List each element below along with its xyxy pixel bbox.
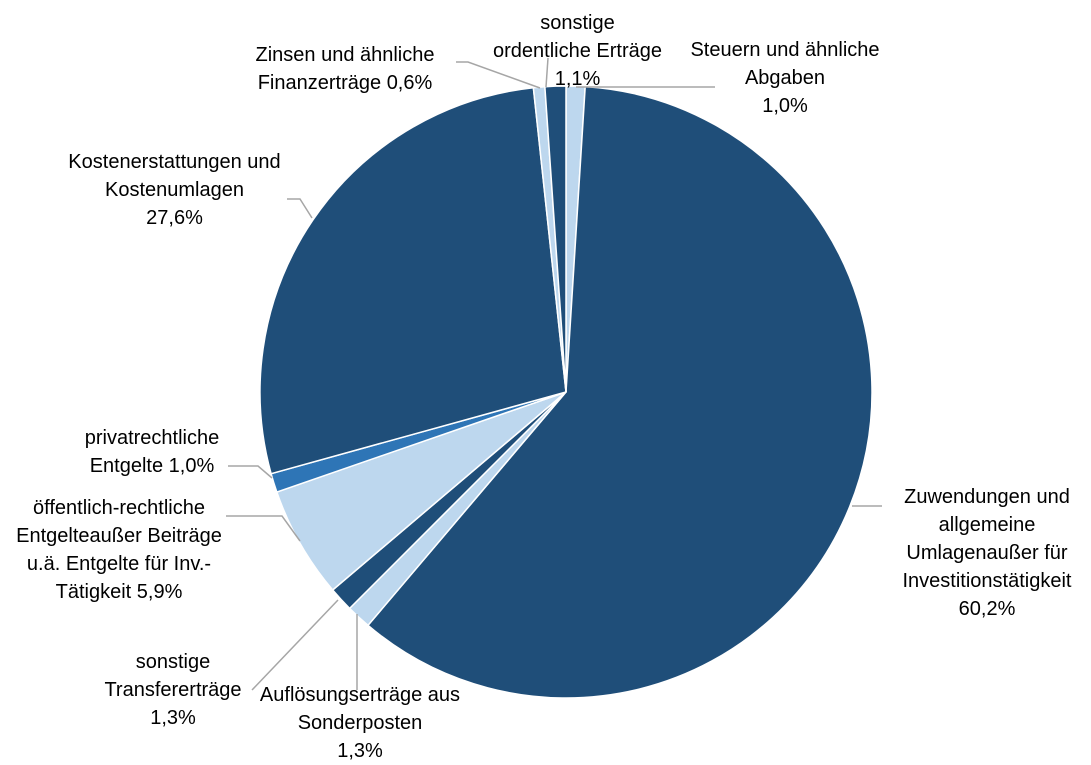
value-label: 1,3% xyxy=(337,740,383,762)
slice-label: sonstige ordentliche Erträge 1,1% xyxy=(490,9,665,93)
slice-label: Kostenerstattungen und Kostenumlagen 27,… xyxy=(62,148,287,232)
leader-line xyxy=(228,465,273,479)
value-label: 0,6% xyxy=(386,72,433,94)
leader-line xyxy=(226,515,301,542)
category-label: Kostenerstattungen und Kostenumlagen xyxy=(68,151,281,201)
leader-line xyxy=(287,198,313,219)
pie-slice xyxy=(259,86,567,475)
category-label: Steuern und ähnliche Abgaben xyxy=(690,39,880,89)
slice-label: Auflösungserträge aus Sonderposten 1,3% xyxy=(255,681,465,765)
value-label: 60,2% xyxy=(958,598,1016,620)
slice-label: Steuern und ähnliche Abgaben 1,0% xyxy=(690,36,880,120)
category-label: sonstige ordentliche Erträge xyxy=(493,12,662,62)
pie-slice xyxy=(366,85,873,699)
value-label: 5,9% xyxy=(136,581,183,603)
leader-line xyxy=(456,61,541,89)
category-label: Zuwendungen und allgemeine Umlagenaußer … xyxy=(902,486,1072,592)
value-label: 1,0% xyxy=(168,455,215,477)
category-label: öffentlich-rechtliche Entgelteaußer Beit… xyxy=(16,497,222,603)
slice-label: Zuwendungen und allgemeine Umlagenaußer … xyxy=(877,483,1091,623)
value-label: 27,6% xyxy=(146,207,203,229)
value-label: 1,0% xyxy=(762,95,808,117)
category-label: privatrechtliche Entgelte xyxy=(84,427,220,477)
leader-line xyxy=(545,57,549,88)
value-label: 1,1% xyxy=(554,68,601,90)
category-label: Auflösungserträge aus Sonderposten xyxy=(259,684,461,734)
slice-label: öffentlich-rechtliche Entgelteaußer Beit… xyxy=(14,494,224,606)
slice-label: Zinsen und ähnliche Finanzerträge 0,6% xyxy=(225,41,465,97)
category-label: sonstige Transfererträge xyxy=(104,651,242,701)
leader-line xyxy=(251,599,339,691)
pie-slice xyxy=(544,85,567,393)
slice-label: privatrechtliche Entgelte 1,0% xyxy=(62,424,242,480)
value-label: 1,3% xyxy=(150,707,196,729)
slice-label: sonstige Transfererträge 1,3% xyxy=(88,648,258,732)
category-label: Zinsen und ähnliche Finanzerträge xyxy=(255,44,435,94)
